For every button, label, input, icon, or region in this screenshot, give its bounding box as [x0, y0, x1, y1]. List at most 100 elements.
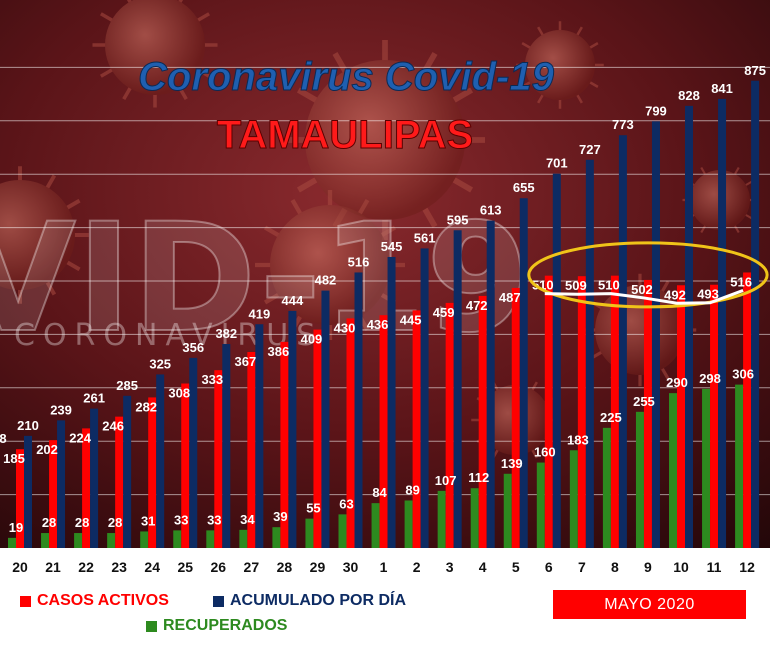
bar-acumulado [123, 395, 132, 548]
label-activos: 282 [135, 399, 157, 414]
bar-recuperados [173, 530, 182, 548]
x-tick-label: 12 [739, 559, 755, 575]
bar-recuperados [239, 529, 248, 548]
label-recuperados: 31 [141, 513, 155, 528]
label-recuperados: 33 [174, 512, 188, 527]
bar-acumulado [519, 198, 528, 549]
value-labels: 19 185 210 28 202 239 28 224 261 28 246 285 31 282 325… [0, 63, 766, 535]
label-activos: 185 [3, 451, 25, 466]
legend-activos-label: CASOS ACTIVOS [37, 592, 169, 609]
x-tick-label: 29 [310, 559, 326, 575]
x-tick-label: 5 [512, 559, 520, 575]
x-tick-label: 10 [673, 559, 689, 575]
label-acumulado: 701 [546, 156, 568, 171]
bar-activos [115, 416, 124, 548]
bar-acumulado [321, 290, 330, 548]
label-activos: 367 [234, 354, 256, 369]
bar-activos [346, 318, 355, 548]
label-acumulado: 828 [678, 88, 700, 103]
x-tick-label: 3 [446, 559, 454, 575]
highlight [527, 241, 769, 309]
bar-activos [643, 279, 652, 548]
label-recuperados: 19 [9, 520, 23, 535]
bar-recuperados [602, 427, 611, 548]
bar-recuperados [470, 488, 479, 548]
bar-acumulado [651, 121, 660, 549]
virus-particle [0, 166, 89, 304]
label-recuperados: 39 [273, 509, 287, 524]
bar-recuperados [8, 537, 16, 548]
label-activos: 386 [268, 344, 290, 359]
legend-recuperados-swatch [146, 620, 157, 632]
label-recuperados: 139 [501, 456, 523, 471]
bar-acumulado [486, 220, 495, 548]
highlight-ellipse [527, 241, 769, 309]
bar-acumulado [585, 159, 594, 549]
bar-activos [710, 284, 719, 548]
label-acumulado: 419 [248, 306, 270, 321]
bar-activos [379, 315, 388, 548]
bar-recuperados [569, 450, 578, 548]
bar-recuperados [371, 503, 380, 548]
bar-recuperados [272, 527, 281, 548]
bar-activos [181, 383, 190, 548]
label-recuperados: 112 [468, 470, 489, 485]
legend-acumulado-label: ACUMULADO POR DÍA [230, 592, 406, 609]
label-recuperados: 55 [306, 501, 320, 516]
bar-activos [610, 275, 619, 548]
label-acumulado: 444 [282, 293, 304, 308]
bar-activos [16, 449, 24, 548]
label-activos: 493 [697, 287, 719, 302]
bar-recuperados [41, 533, 50, 548]
label-activos: 502 [631, 282, 653, 297]
label-acumulado: 382 [215, 326, 237, 341]
label-recuperados: 290 [666, 375, 688, 390]
bar-activos [214, 370, 223, 548]
x-tick-label: 21 [45, 559, 61, 575]
bar-recuperados [635, 411, 644, 548]
x-tick-label: 20 [12, 559, 28, 575]
label-acumulado: 516 [348, 254, 370, 269]
label-activos: 510 [532, 278, 554, 293]
bar-acumulado [387, 256, 396, 548]
x-tick-label: 23 [111, 559, 127, 575]
legend: CASOS ACTIVOS ACUMULADO POR DÍA RECUPERA… [20, 590, 760, 640]
legend-activos-swatch [20, 595, 31, 607]
x-tick-label: 25 [177, 559, 193, 575]
label-recuperados: 89 [405, 482, 419, 497]
label-activos: 516 [730, 274, 752, 289]
label-activos: 409 [301, 332, 323, 347]
bar-recuperados [140, 531, 149, 548]
label-activos: 333 [201, 372, 223, 387]
month-badge: MAYO 2020 [553, 590, 746, 619]
legend-recuperados: RECUPERADOS [146, 617, 287, 635]
bar-activos [445, 302, 454, 548]
label-activos: 224 [69, 430, 91, 445]
bar-acumulado [255, 324, 264, 548]
label-recuperados: 255 [633, 394, 655, 409]
bar-acumulado [751, 80, 760, 548]
bar-recuperados [305, 518, 314, 548]
label-recuperados: 160 [534, 445, 556, 460]
bg-word: VID-19 [0, 192, 530, 366]
bar-recuperados [536, 462, 545, 548]
legend-recuperados-label: RECUPERADOS [163, 617, 288, 634]
x-tick-label: 4 [479, 559, 487, 575]
x-tick-label: 2 [413, 559, 421, 575]
bar-acumulado [354, 272, 363, 548]
trend-line [544, 289, 744, 305]
bar-acumulado [57, 420, 66, 548]
label-acumulado: 545 [381, 239, 403, 254]
bar-activos [743, 272, 752, 548]
x-tick-label: 1 [380, 559, 388, 575]
label-activos: 246 [102, 419, 124, 434]
label-acumulado: 482 [315, 273, 337, 288]
label-recuperados: 107 [435, 473, 457, 488]
bar-recuperados [669, 393, 677, 548]
chart-subtitle: TAMAULIPAS [217, 113, 473, 157]
label-acumulado: 799 [645, 103, 667, 118]
label-acumulado: 325 [149, 356, 171, 371]
bars [8, 80, 760, 549]
label-activos: 445 [400, 312, 422, 327]
